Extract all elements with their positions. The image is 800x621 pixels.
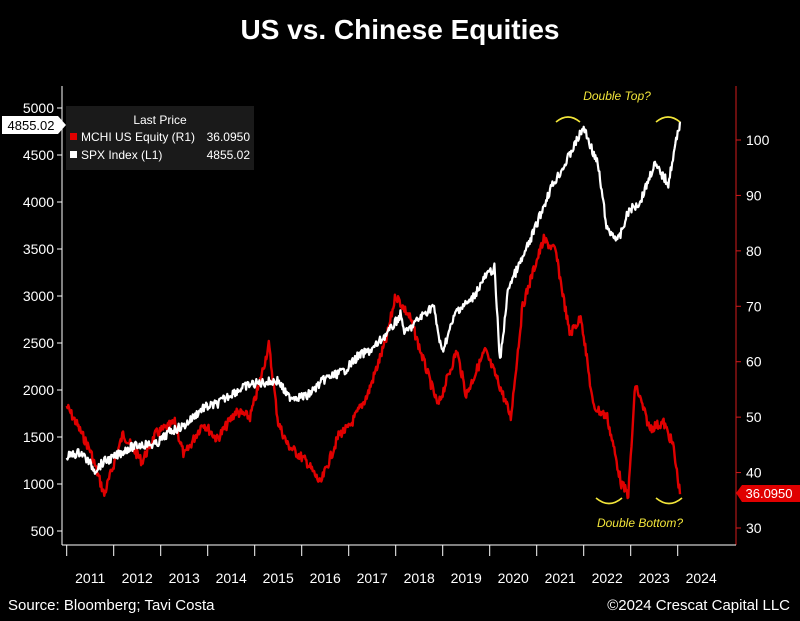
right-tick-label: 60 [746,354,762,370]
legend-swatch-mchi [70,133,77,140]
spx-series-line [65,121,682,475]
double-bottom-label: Double Bottom? [597,516,683,530]
mchi-series-line [65,233,682,500]
x-tick-label: 2024 [686,570,717,586]
x-tick-label: 2019 [451,570,482,586]
x-tick-label: 2021 [545,570,576,586]
legend-swatch-spx [70,151,77,158]
x-tick-label: 2018 [404,570,435,586]
double-bottom-arc-right [655,497,683,505]
left-last-value-tag: 4855.02 [2,116,66,134]
right-tick-label: 90 [746,187,762,203]
x-tick-label: 2013 [169,570,200,586]
chart-title: US vs. Chinese Equities [240,14,560,45]
right-axis-ticks: 30 40 50 60 70 80 90 100 [736,132,770,536]
right-last-value-tag: 36.0950 [736,485,800,502]
right-tick-label: 50 [746,409,762,425]
left-axis-ticks: 500 1000 1500 2000 2500 3000 3500 4000 4500 5000 [23,100,62,539]
right-tick-label: 30 [746,520,762,536]
right-tick-label: 70 [746,298,762,314]
right-last-value-text: 36.0950 [746,486,793,501]
footer-source: Source: Bloomberg; Tavi Costa [8,597,215,614]
left-tick-label: 2000 [23,382,54,398]
footer-copyright: ©2024 Crescat Capital LLC [607,597,790,614]
legend-header: Last Price [133,113,187,127]
double-bottom-arc-left [595,497,623,505]
legend-box [66,106,254,170]
legend: Last Price MCHI US Equity (R1) 36.0950 S… [66,106,254,170]
x-axis-ticks: 2011 2012 2013 2014 2015 2016 2017 2018 2019 2020… [66,545,717,586]
left-last-value-text: 4855.02 [8,118,55,133]
double-top-label: Double Top? [583,89,651,103]
x-tick-label: 2011 [75,570,105,586]
right-tick-label: 40 [746,465,762,481]
left-tick-label: 3500 [23,241,54,257]
left-tick-label: 500 [31,523,55,539]
x-tick-label: 2014 [216,570,247,586]
legend-label-mchi: MCHI US Equity (R1) [81,130,195,144]
double-top-annotation: Double Top? [555,89,681,123]
double-top-arc-left [555,116,581,123]
series-layer [65,121,682,500]
legend-value-mchi: 36.0950 [207,130,251,144]
left-tick-label: 4000 [23,194,54,210]
x-tick-label: 2012 [122,570,153,586]
right-tick-label: 80 [746,243,762,259]
left-tick-label: 4500 [23,147,54,163]
left-tick-label: 1000 [23,476,54,492]
left-tick-label: 2500 [23,335,54,351]
x-tick-label: 2016 [310,570,341,586]
x-tick-label: 2023 [639,570,670,586]
left-tick-label: 3000 [23,288,54,304]
left-tick-label: 1500 [23,429,54,445]
x-tick-label: 2017 [357,570,388,586]
right-tick-label: 100 [746,132,770,148]
x-tick-label: 2015 [263,570,294,586]
x-tick-label: 2022 [592,570,623,586]
double-bottom-annotation: Double Bottom? [595,497,683,530]
legend-label-spx: SPX Index (L1) [81,148,162,162]
x-tick-label: 2020 [498,570,529,586]
legend-value-spx: 4855.02 [207,148,251,162]
left-tick-label: 5000 [23,100,54,116]
double-top-arc-right [655,116,681,123]
